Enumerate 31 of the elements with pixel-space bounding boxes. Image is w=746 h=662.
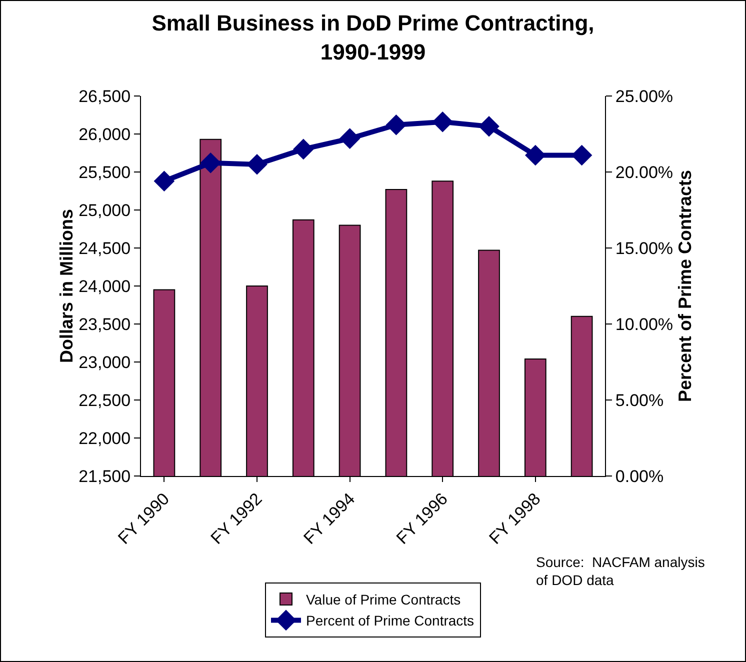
y2-tick-label: 15.00% xyxy=(615,238,674,258)
y-tick-label: 22,500 xyxy=(78,390,131,410)
y2-tick-label: 20.00% xyxy=(615,162,674,182)
y-tick-label: 23,000 xyxy=(78,352,131,372)
point xyxy=(246,154,268,175)
y-tick-label: 25,000 xyxy=(78,200,131,220)
point xyxy=(386,114,407,136)
chart-title: Small Business in DoD Prime Contracting, 1990-1999 xyxy=(152,10,594,64)
point xyxy=(200,152,221,174)
y-tick-label: 23,500 xyxy=(78,314,131,334)
y2-tick-label: 5.00% xyxy=(615,390,664,410)
point xyxy=(478,116,500,137)
point xyxy=(432,111,453,132)
y-tick-label: 24,500 xyxy=(78,238,131,258)
y2-tick-label: 10.00% xyxy=(615,314,674,334)
y2-axis-title: Percent of Prime Contracts xyxy=(675,170,696,402)
point xyxy=(339,128,360,149)
point xyxy=(154,170,175,192)
point xyxy=(293,138,314,160)
y-tick-label: 26,500 xyxy=(78,86,131,106)
source-note: Source: NACFAM analysis of DOD data xyxy=(536,554,705,588)
y-tick-label: 24,000 xyxy=(78,276,131,296)
y-tick-label: 22,000 xyxy=(78,428,131,448)
legend-label: Percent of Prime Contracts xyxy=(306,612,474,629)
legend-label: Value of Prime Contracts xyxy=(306,591,461,608)
y2-tick-label: 25.00% xyxy=(615,86,674,106)
y-tick-label: 25,500 xyxy=(78,162,131,182)
y-axis-title: Dollars in Millions xyxy=(56,208,77,364)
y2-tick-label: 0.00% xyxy=(615,466,664,486)
y-tick-label: 26,000 xyxy=(78,124,131,144)
y-tick-label: 21,500 xyxy=(78,466,131,486)
